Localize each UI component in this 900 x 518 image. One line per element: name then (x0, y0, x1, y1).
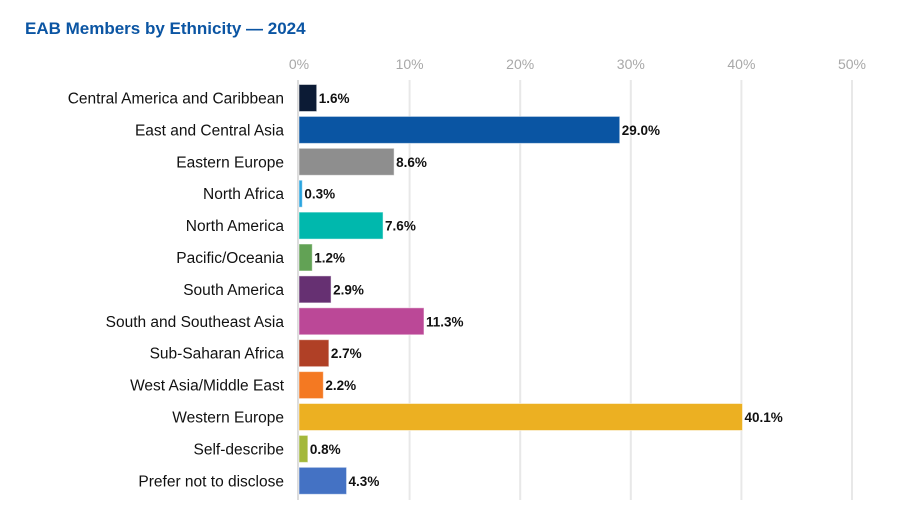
x-tick-label: 20% (506, 56, 534, 72)
data-label: 2.9% (333, 282, 364, 297)
data-label: 1.6% (319, 91, 350, 106)
data-label: 11.3% (426, 314, 464, 329)
x-tick-label: 50% (838, 56, 866, 72)
data-label: 40.1% (745, 410, 783, 425)
data-label: 4.3% (349, 474, 380, 489)
data-label: 7.6% (385, 219, 416, 234)
data-label: 0.8% (310, 442, 341, 457)
bar (298, 84, 318, 112)
bar (298, 179, 303, 208)
data-label: 1.2% (314, 251, 345, 266)
bar (298, 243, 313, 272)
bar (298, 147, 395, 176)
bar (298, 115, 621, 144)
category-label: South America (183, 282, 284, 299)
x-tick-label: 10% (396, 56, 424, 72)
bar (298, 339, 330, 368)
bar (298, 466, 348, 495)
bar (298, 371, 324, 400)
bar (298, 434, 309, 463)
x-tick-label: 40% (727, 56, 755, 72)
bar (298, 211, 384, 240)
bar (298, 403, 744, 431)
data-label: 2.7% (331, 346, 362, 361)
x-tick-label: 0% (289, 56, 309, 72)
x-tick-label: 30% (617, 56, 645, 72)
category-label: Western Europe (172, 410, 284, 427)
bar (298, 275, 332, 304)
data-label: 0.3% (304, 187, 335, 202)
category-label: Sub-Saharan Africa (150, 346, 285, 363)
category-label: Central America and Caribbean (68, 91, 284, 108)
data-label: 29.0% (622, 123, 660, 138)
data-label: 2.2% (325, 378, 356, 393)
category-label: East and Central Asia (135, 122, 284, 139)
category-label: North America (186, 218, 285, 235)
category-label: Eastern Europe (176, 154, 284, 171)
chart-title: EAB Members by Ethnicity — 2024 (25, 19, 306, 38)
category-label: North Africa (203, 186, 284, 203)
bar (298, 307, 425, 336)
category-label: Prefer not to disclose (138, 473, 284, 490)
category-label: South and Southeast Asia (106, 314, 285, 331)
category-label: Pacific/Oceania (176, 250, 284, 267)
category-label: Self-describe (194, 441, 284, 458)
data-label: 8.6% (396, 155, 427, 170)
category-label: West Asia/Middle East (130, 378, 285, 395)
